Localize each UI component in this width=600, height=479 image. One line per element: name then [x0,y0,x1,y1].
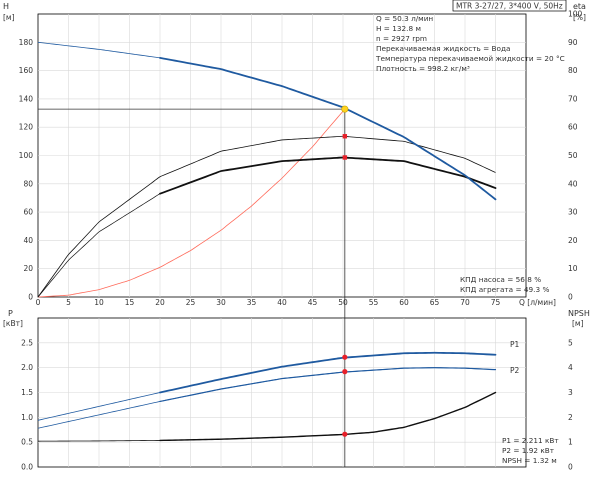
top-y2-tick-label: 50 [568,151,578,160]
x-tick-label: 65 [430,298,440,307]
top-y-tick-label: 100 [19,151,34,160]
p2-curve [37,367,496,429]
x-tick-label: 10 [94,298,104,307]
top-y-label: H [3,2,9,11]
info-speed: n = 2927 rpm [376,34,427,43]
top-y-tick-label: 20 [23,264,33,273]
p2-series-label: P2 [510,366,520,375]
info-temperature: Температура перекачиваемой жидкости = 20… [375,54,565,63]
x-tick-label: 15 [125,298,135,307]
npsh-curve [37,392,496,442]
bottom-y-label: P [8,309,13,318]
bottom-grid [38,318,526,467]
top-point-marker [342,134,348,139]
model-box [452,0,567,12]
top-y2-label: eta [573,2,586,11]
bottom-y2-unit: [м] [572,319,584,328]
bottom-point-marker [342,354,348,360]
p1-value-text: P1 = 2.211 кВт [502,436,559,445]
top-y-tick-label: 160 [19,66,34,75]
top-y2-tick-label: 20 [568,236,578,245]
top-y-tick-label: 180 [19,38,34,47]
bottom-y-unit: [кВт] [3,319,23,328]
x-tick-label: 50 [338,298,348,307]
p2-value-text: P2 = 1.92 кВт [502,446,555,455]
top-point-marker [342,155,348,160]
top-y-tick-label: 40 [23,236,33,245]
info-liquid: Перекачиваемая жидкость = Вода [376,44,511,53]
info-density: Плотность = 998.2 кг/м³ [376,64,470,73]
info-flow: Q = 50.3 л/мин [376,14,433,23]
x-tick-label: 60 [399,298,409,307]
npsh-operating-range [159,391,497,442]
eta-unit-operating-range [159,156,497,195]
bottom-y-tick-label: 2.5 [21,338,33,347]
bottom-point-marker [342,431,348,437]
top-y2-unit: [%] [573,13,586,22]
eta-unit-curve [37,157,496,298]
bottom-y2-label: NPSH [568,309,590,318]
bottom-y-tick-label: 1.0 [21,413,33,422]
npsh-value-text: NPSH = 1.32 м [502,456,557,465]
p1-series-label: P1 [510,340,520,349]
x-tick-label: 25 [186,298,196,307]
top-y-tick-label: 60 [23,208,33,217]
bottom-y-tick-label: 1.5 [21,388,33,397]
x-tick-label: 35 [247,298,257,307]
top-y-tick-label: 0 [28,293,33,302]
system-curve [37,108,346,298]
x-tick-label: 30 [216,298,226,307]
curves [37,41,497,467]
top-y2-tick-label: 40 [568,179,578,188]
top-y-tick-label: 120 [19,123,34,132]
markers [341,105,349,437]
top-y-tick-label: 140 [19,94,34,103]
top-y-unit: [м] [3,13,15,22]
duty-point-marker [341,105,349,113]
info-head: H = 132.8 м [376,24,421,33]
bottom-y2-tick-label: 5 [568,338,573,347]
p2-operating-range [159,367,497,403]
top-y2-tick-label: 70 [568,94,578,103]
x-tick-label: 55 [369,298,379,307]
x-tick-label: 40 [277,298,287,307]
bottom-y2-tick-label: 0 [568,463,573,472]
x-tick-label: 75 [491,298,501,307]
tick-labels: 0 5 10 15 20 25 30 35 40 45 50 55 60 65 70 750204060801… [19,10,583,472]
bottom-y-tick-label: 2.0 [21,363,33,372]
top-y2-tick-label: 80 [568,66,578,75]
model-label: MTR 3-27/27, 3*400 V, 50Hz [456,1,563,10]
unit-efficiency-text: КПД агрегата = 49.3 % [460,285,549,294]
bottom-y2-tick-label: 3 [568,388,573,397]
x-tick-label: 5 [66,298,71,307]
top-y-tick-label: 80 [23,179,33,188]
eta-pump-curve [37,135,496,298]
top-y2-tick-label: 60 [568,123,578,132]
top-y2-tick-label: 10 [568,264,578,273]
top-y2-tick-label: 30 [568,208,578,217]
top-y2-tick-label: 90 [568,38,578,47]
x-axis-label: Q [л/мин] [519,298,556,307]
operating-info: Q = 50.3 л/мин H = 132.8 м n = 2927 rpm … [375,14,565,73]
bottom-y2-tick-label: 2 [568,413,573,422]
x-tick-label: 45 [308,298,318,307]
bottom-y2-tick-label: 1 [568,438,573,447]
p1-operating-range [159,351,497,394]
top-y2-tick-label: 100 [568,10,583,19]
p1-curve [37,352,496,421]
bottom-y-tick-label: 0.5 [21,438,33,447]
x-tick-label: 20 [155,298,165,307]
head-operating-range [159,56,497,201]
x-tick-label: 0 [36,298,41,307]
top-y2-tick-label: 0 [568,293,573,302]
bottom-y2-tick-label: 4 [568,363,573,372]
pump-efficiency-text: КПД насоса = 56.8 % [460,275,541,284]
bottom-y-tick-label: 0.0 [21,463,33,472]
x-tick-label: 70 [460,298,470,307]
bottom-point-marker [342,369,348,375]
